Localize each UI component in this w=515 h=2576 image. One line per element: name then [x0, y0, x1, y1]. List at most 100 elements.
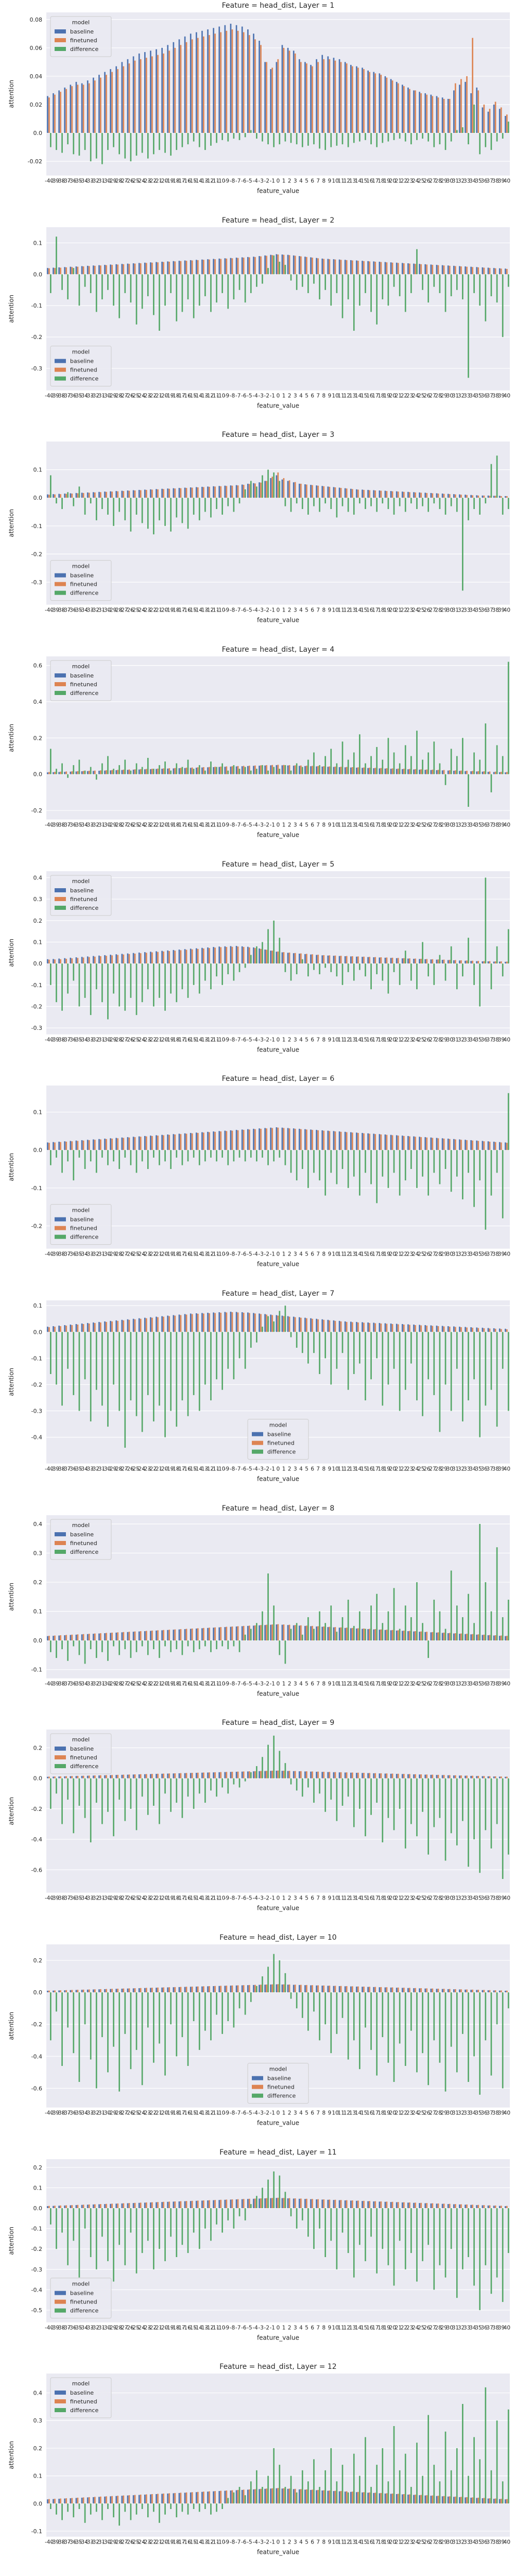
bar-difference: [101, 1778, 103, 1824]
x-tick-label: -5: [247, 1037, 252, 1043]
bar-baseline: [201, 1132, 203, 1150]
bar-finetuned: [180, 1134, 182, 1150]
bar-difference: [507, 1599, 509, 1640]
bar-finetuned: [180, 2493, 182, 2504]
bar-difference: [113, 133, 114, 147]
bar-difference: [330, 749, 332, 774]
bar-baseline: [58, 2499, 60, 2504]
bar-difference: [61, 1332, 63, 1406]
bar-baseline: [287, 2489, 289, 2504]
x-tick-label: -9: [224, 1251, 229, 1258]
x-tick-label: 1: [282, 2539, 286, 2546]
chart-panel: Feature = head_dist, Layer = 2 -0.3 -0.2 -0…: [0, 215, 515, 430]
bar-baseline: [327, 1130, 329, 1150]
x-tick-label: -38: [56, 2110, 65, 2116]
bar-finetuned: [243, 257, 245, 275]
bar-finetuned: [329, 1131, 331, 1150]
legend-swatch-difference: [55, 905, 66, 910]
bar-finetuned: [323, 1772, 325, 1779]
x-tick-label: 20: [389, 393, 396, 399]
bar-finetuned: [294, 1129, 296, 1150]
bar-difference: [124, 1150, 126, 1158]
bar-difference: [456, 498, 458, 512]
bar-difference: [347, 1332, 349, 1390]
bar-baseline: [58, 2205, 60, 2208]
bar-difference: [141, 498, 143, 523]
chart-svg: Feature = head_dist, Layer = 12-0.10.00.…: [8, 2363, 510, 2556]
bar-difference: [141, 767, 143, 774]
bar-difference: [341, 1617, 344, 1640]
x-tick-label: -26: [125, 393, 134, 399]
x-tick-label: 32: [458, 393, 465, 399]
bar-finetuned: [329, 766, 331, 774]
bar-finetuned: [266, 765, 267, 774]
bar-difference: [233, 1150, 235, 1162]
bar-difference: [444, 2432, 447, 2504]
bar-finetuned: [283, 1624, 285, 1640]
bar-difference: [56, 1150, 57, 1158]
bar-difference: [250, 1772, 252, 1779]
legend-label-difference: difference: [70, 690, 98, 697]
x-tick-label: -13: [199, 822, 208, 828]
bar-difference: [233, 765, 235, 774]
y-tick-label: -0.1: [31, 523, 42, 530]
x-tick-label: 10: [332, 1895, 338, 1902]
bar-difference: [250, 770, 252, 774]
bar-baseline: [402, 2202, 403, 2208]
bar-baseline: [178, 1773, 180, 1779]
bar-baseline: [213, 1131, 214, 1150]
chart-svg: Feature = head_dist, Layer = 5-0.3-0.2-0…: [8, 860, 510, 1054]
bar-finetuned: [346, 1772, 348, 1779]
bar-difference: [124, 2503, 126, 2512]
bar-baseline: [487, 1328, 489, 1332]
bar-finetuned: [466, 2497, 468, 2504]
bar-baseline: [505, 1991, 506, 1993]
bar-baseline: [281, 1128, 283, 1150]
bar-finetuned: [248, 1313, 250, 1332]
x-tick-label: 17: [372, 1037, 379, 1043]
x-tick-label: 2: [288, 822, 291, 828]
bar-baseline: [218, 2199, 220, 2208]
bar-finetuned: [317, 2199, 319, 2208]
x-tick-label: 0: [277, 2110, 280, 2116]
x-tick-label: -37: [62, 393, 71, 399]
bar-finetuned: [71, 86, 73, 133]
bar-finetuned: [380, 262, 382, 275]
bar-finetuned: [323, 1319, 325, 1332]
bar-finetuned: [386, 1324, 388, 1332]
x-tick-label: -21: [153, 1681, 162, 1687]
bar-finetuned: [369, 2200, 370, 2208]
bar-difference: [376, 2208, 378, 2274]
bar-finetuned: [145, 58, 147, 133]
x-tick-label: 0: [277, 1037, 280, 1043]
bar-difference: [490, 274, 492, 296]
bar-baseline: [230, 24, 232, 133]
bar-finetuned: [506, 1776, 508, 1779]
x-tick-label: 32: [458, 1251, 465, 1258]
bar-difference: [301, 1778, 303, 1797]
bar-finetuned: [106, 955, 107, 963]
bar-finetuned: [266, 256, 267, 275]
x-tick-label: 30: [447, 607, 453, 614]
x-axis-label: feature_value: [257, 2120, 299, 2127]
legend-swatch-finetuned: [55, 38, 66, 42]
bar-baseline: [430, 770, 432, 774]
bar-baseline: [493, 1990, 495, 1993]
bar-baseline: [436, 959, 438, 963]
x-tick-label: -9: [224, 1895, 229, 1902]
bar-baseline: [161, 261, 163, 275]
y-tick-label: -0.3: [31, 579, 42, 586]
bar-finetuned: [489, 1635, 491, 1640]
bar-baseline: [299, 1625, 300, 1640]
bar-finetuned: [220, 1131, 222, 1150]
x-tick-label: 21: [395, 2110, 402, 2116]
bar-difference: [78, 2208, 80, 2278]
bar-difference: [444, 133, 447, 150]
bar-baseline: [350, 489, 352, 498]
chart-panel: Feature = head_dist, Layer = 4 -0.2 0.0 0.2…: [0, 644, 515, 859]
x-tick-label: 20: [389, 1037, 396, 1043]
bar-finetuned: [163, 2494, 164, 2504]
x-tick-label: -32: [91, 2325, 99, 2331]
